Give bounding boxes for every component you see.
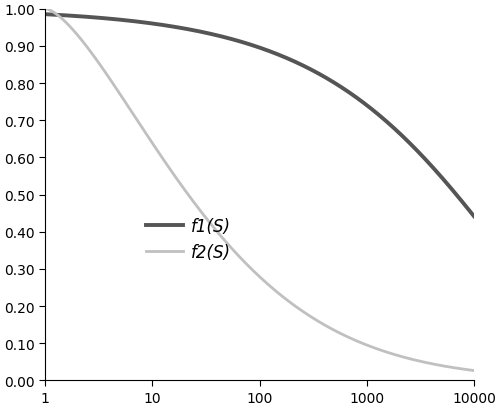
f2(S)	[380, 348, 386, 353]
f2(S)	[458, 366, 464, 371]
f2(S)	[250, 269, 256, 274]
f2(S)	[458, 366, 464, 371]
f1(S)	[64, 14, 70, 19]
f1(S)	[250, 44, 256, 49]
f1(S)	[380, 117, 386, 121]
f1(S)	[458, 199, 464, 204]
Legend: f1(S), f2(S): f1(S), f2(S)	[140, 211, 237, 268]
f1(S)	[240, 40, 246, 45]
Line: f2(S): f2(S)	[46, 10, 474, 371]
f2(S)	[42, 7, 48, 12]
f2(S)	[64, 22, 70, 27]
f2(S)	[240, 258, 246, 263]
Line: f1(S): f1(S)	[46, 15, 474, 217]
f1(S)	[42, 13, 48, 18]
f2(S)	[471, 368, 477, 373]
f1(S)	[471, 214, 477, 219]
f1(S)	[458, 199, 464, 204]
